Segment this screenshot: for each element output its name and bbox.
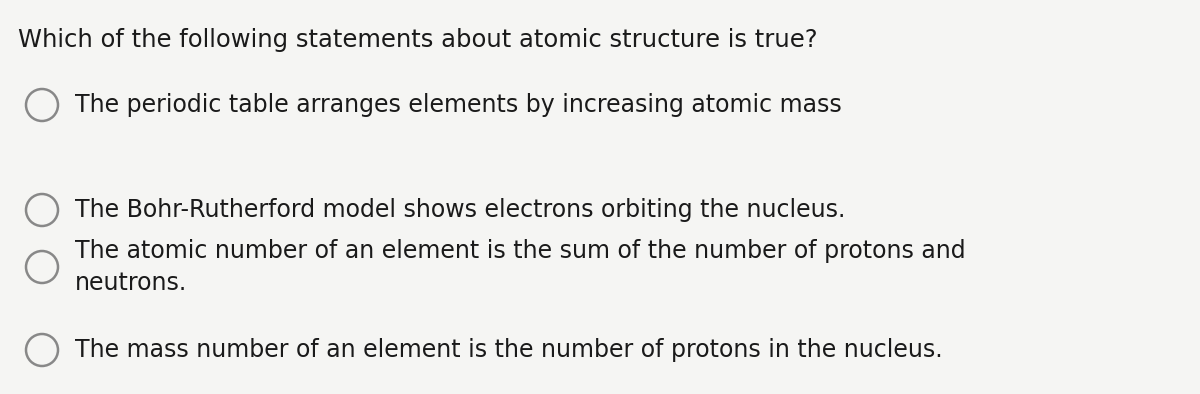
Text: The mass number of an element is the number of protons in the nucleus.: The mass number of an element is the num… xyxy=(74,338,943,362)
Text: The atomic number of an element is the sum of the number of protons and
neutrons: The atomic number of an element is the s… xyxy=(74,239,966,295)
Text: Which of the following statements about atomic structure is true?: Which of the following statements about … xyxy=(18,28,817,52)
Text: The Bohr-Rutherford model shows electrons orbiting the nucleus.: The Bohr-Rutherford model shows electron… xyxy=(74,198,845,222)
Text: The periodic table arranges elements by increasing atomic mass: The periodic table arranges elements by … xyxy=(74,93,841,117)
